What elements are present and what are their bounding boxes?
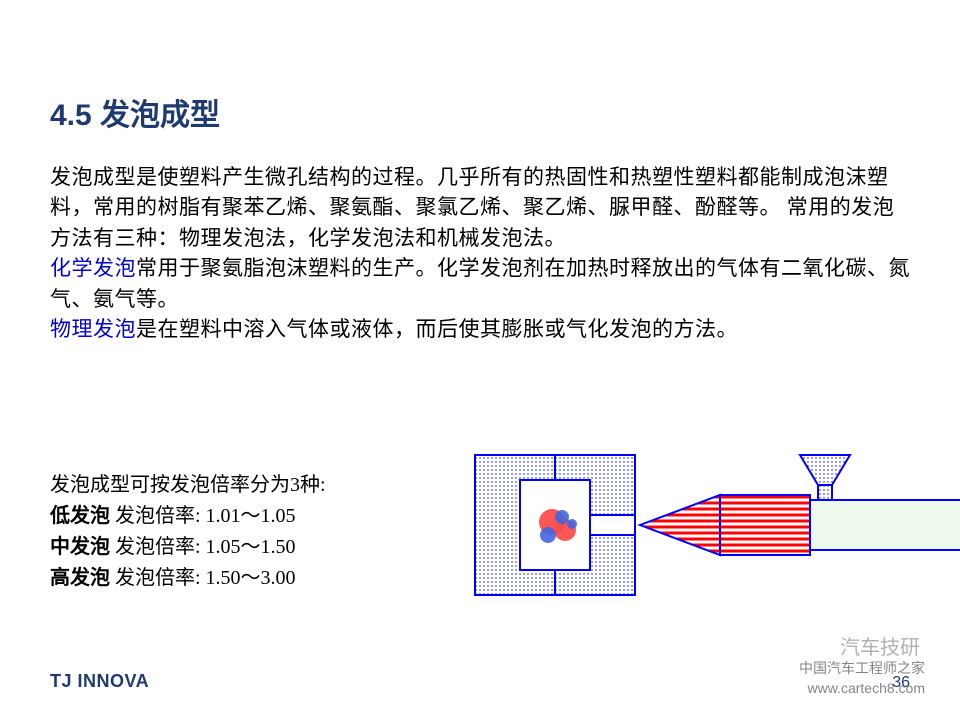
rate-row-high: 高发泡 发泡倍率: 1.50～3.00 (50, 563, 326, 594)
para-3: 是在塑料中溶入气体或液体，而后使其膨胀或气化发泡的方法。 (136, 317, 738, 341)
rate-list: 发泡成型可按发泡倍率分为3种: 低发泡 发泡倍率: 1.01～1.05 中发泡 … (50, 470, 326, 594)
rate-row-mid: 中发泡 发泡倍率: 1.05～1.50 (50, 532, 326, 563)
body-paragraph: 发泡成型是使塑料产生微孔结构的过程。几乎所有的热固性和热塑性塑料都能制成泡沫塑料… (50, 162, 910, 345)
footer-logo: TJ INNOVA (50, 671, 149, 692)
watermark-brand: 汽车技研 (840, 631, 920, 660)
rate-label: 中发泡 (50, 536, 110, 558)
rate-text: 发泡倍率: 1.05～1.50 (110, 536, 296, 558)
rate-label: 高发泡 (50, 567, 110, 589)
rate-label: 低发泡 (50, 505, 110, 527)
watermark-url: www.cartech8.com (808, 680, 925, 696)
rate-text: 发泡倍率: 1.01～1.05 (110, 505, 296, 527)
term-chemical: 化学发泡 (50, 256, 136, 280)
rate-row-low: 低发泡 发泡倍率: 1.01～1.05 (50, 501, 326, 532)
term-physical: 物理发泡 (50, 317, 136, 341)
section-title: 4.5 发泡成型 (50, 90, 910, 134)
para-1: 发泡成型是使塑料产生微孔结构的过程。几乎所有的热固性和热塑性塑料都能制成泡沫塑料… (50, 165, 894, 250)
rate-text: 发泡倍率: 1.50～3.00 (110, 567, 296, 589)
para-2: 常用于聚氨脂泡沫塑料的生产。化学发泡剂在加热时释放出的气体有二氧化碳、氮气、氨气… (50, 256, 910, 310)
watermark-source: 中国汽车工程师之家 (799, 658, 925, 678)
rate-intro: 发泡成型可按发泡倍率分为3种: (50, 470, 326, 501)
foam-molding-diagram (470, 440, 960, 610)
